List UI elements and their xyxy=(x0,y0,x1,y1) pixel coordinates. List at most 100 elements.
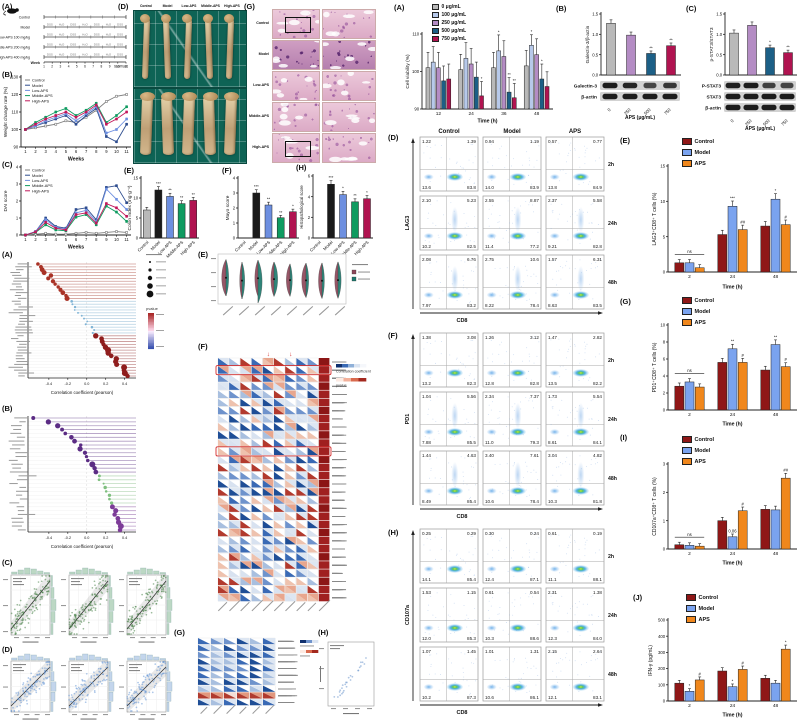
dot xyxy=(533,665,535,667)
dot xyxy=(101,583,104,586)
dot xyxy=(491,571,493,573)
dot xyxy=(143,695,145,698)
label: STAT3 xyxy=(707,95,722,101)
rect xyxy=(119,686,124,688)
rect xyxy=(44,220,47,224)
dot xyxy=(591,222,593,224)
label: 1.57 xyxy=(548,257,557,262)
dot xyxy=(526,692,528,693)
dot xyxy=(84,607,87,610)
dot xyxy=(435,225,437,227)
cell-population xyxy=(446,290,464,299)
legend-item: Model xyxy=(682,306,714,317)
rect xyxy=(278,640,292,642)
dot xyxy=(160,675,163,677)
dot xyxy=(39,593,42,595)
dot xyxy=(579,455,581,457)
polygon xyxy=(285,585,296,594)
label: 9 xyxy=(105,149,108,154)
dot xyxy=(592,494,594,496)
rect xyxy=(9,483,18,485)
dot xyxy=(520,485,522,487)
rect xyxy=(14,417,29,419)
dot xyxy=(35,593,38,596)
label: 24 xyxy=(730,412,736,418)
rect xyxy=(8,312,23,314)
label: 11 xyxy=(124,64,128,68)
dot xyxy=(77,686,80,689)
colon-specimen xyxy=(181,96,195,156)
rect xyxy=(779,104,795,111)
dot xyxy=(451,662,452,664)
polygon xyxy=(274,569,285,577)
rect xyxy=(119,631,124,633)
polygon xyxy=(229,577,240,586)
rect xyxy=(717,670,728,702)
dot xyxy=(74,613,76,616)
polygon xyxy=(251,398,263,407)
dot xyxy=(584,352,586,354)
dot xyxy=(463,559,465,561)
dot xyxy=(90,325,94,329)
dot xyxy=(585,345,587,347)
polygon xyxy=(251,439,263,447)
rect xyxy=(16,506,25,508)
polygon xyxy=(307,496,319,504)
dot xyxy=(84,684,87,686)
rect xyxy=(15,332,33,334)
dot xyxy=(490,213,492,215)
dot xyxy=(156,669,159,672)
dot xyxy=(520,681,522,683)
dot xyxy=(579,259,581,261)
dot xyxy=(137,681,139,684)
rect xyxy=(156,293,166,295)
dot xyxy=(559,180,561,182)
dot xyxy=(289,279,291,282)
label: 1.04 xyxy=(422,394,431,399)
dot xyxy=(497,417,499,419)
dot xyxy=(595,457,597,459)
label: 6 xyxy=(75,237,78,242)
label: 0 xyxy=(16,233,19,238)
dot xyxy=(163,575,165,577)
dot xyxy=(40,684,43,686)
dot xyxy=(79,623,81,625)
legend-item: Control xyxy=(682,295,714,306)
label: 250 xyxy=(623,107,632,116)
rect xyxy=(50,575,53,587)
rect xyxy=(332,410,344,412)
dot xyxy=(552,200,554,202)
dot xyxy=(579,242,581,244)
dot xyxy=(106,661,109,664)
dot xyxy=(160,588,163,591)
dot xyxy=(81,617,84,620)
dot xyxy=(429,262,431,264)
label: 10 xyxy=(114,149,119,154)
polygon xyxy=(307,577,319,586)
dot xyxy=(441,341,442,342)
dot xyxy=(141,612,144,615)
dot xyxy=(574,614,576,616)
dot xyxy=(473,633,475,635)
rect xyxy=(30,568,37,575)
rect xyxy=(318,512,330,520)
polygon xyxy=(296,488,307,496)
polygon xyxy=(274,512,285,520)
dot xyxy=(578,156,580,158)
dot xyxy=(31,687,34,690)
polygon xyxy=(296,471,307,480)
rect xyxy=(318,599,331,612)
rect xyxy=(177,203,186,239)
dot xyxy=(469,694,471,696)
label: 2 xyxy=(34,237,37,242)
dot xyxy=(41,591,43,594)
label: 90 xyxy=(14,145,19,150)
polygon xyxy=(218,471,229,480)
cell-population xyxy=(577,206,585,233)
label: 2 xyxy=(233,206,236,211)
label: 400 xyxy=(658,634,666,639)
rect xyxy=(37,570,44,575)
flow-cytometry-cd107a: 0.25 0.29 14.1 85.4 0.30 0.24 12.4 87.1 0.61 0.19… xyxy=(380,526,636,720)
